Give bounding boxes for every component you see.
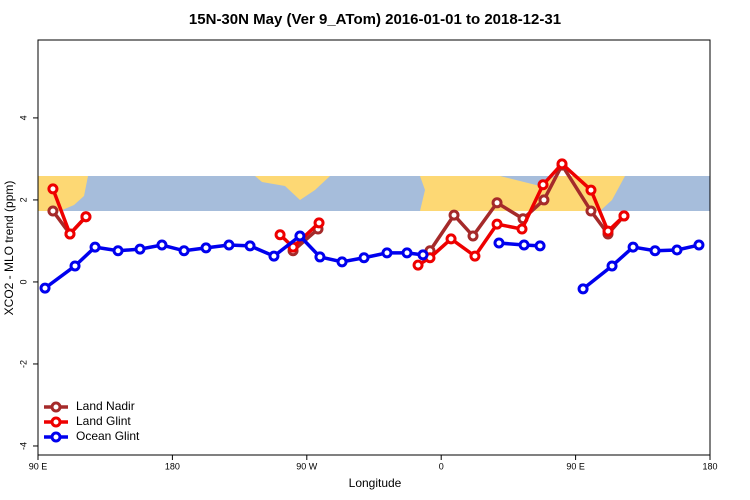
chart-title: 15N-30N May (Ver 9_ATom) 2016-01-01 to 2…	[189, 11, 561, 28]
data-point	[244, 240, 256, 252]
data-point	[401, 247, 413, 259]
x-tick-label: 90 W	[296, 461, 318, 471]
data-point	[693, 239, 705, 251]
data-point	[585, 205, 597, 217]
data-point	[274, 229, 286, 241]
data-point	[80, 211, 92, 223]
data-point	[537, 179, 549, 191]
data-point	[538, 194, 550, 206]
data-point	[491, 218, 503, 230]
legend-marker	[50, 431, 62, 443]
data-point	[381, 247, 393, 259]
data-point	[69, 260, 81, 272]
data-point	[112, 245, 124, 257]
map-strip	[38, 176, 710, 211]
data-point	[491, 197, 503, 209]
x-tick-label: 90 E	[29, 461, 48, 471]
data-point	[516, 223, 528, 235]
data-point	[585, 184, 597, 196]
data-point	[178, 245, 190, 257]
data-point	[47, 205, 59, 217]
data-point	[156, 239, 168, 251]
data-point	[412, 259, 424, 271]
data-point	[294, 230, 306, 242]
data-point	[223, 239, 235, 251]
data-point	[417, 249, 429, 261]
legend-marker	[50, 416, 62, 428]
data-point	[602, 225, 614, 237]
series-line	[43, 233, 700, 291]
x-tick-label: 180	[165, 461, 180, 471]
legend-marker	[50, 401, 62, 413]
data-point	[649, 245, 661, 257]
data-point	[577, 283, 589, 295]
data-point	[518, 239, 530, 251]
data-point	[200, 242, 212, 254]
data-point	[134, 243, 146, 255]
data-point	[47, 183, 59, 195]
y-tick-label: -2	[18, 360, 28, 368]
data-point	[493, 237, 505, 249]
data-point	[469, 250, 481, 262]
x-axis-label: Longitude	[349, 476, 402, 490]
data-point	[64, 228, 76, 240]
data-point	[445, 233, 457, 245]
data-point	[467, 230, 479, 242]
y-tick-label: -4	[18, 442, 28, 450]
legend-label: Land Glint	[76, 414, 131, 428]
legend-label: Land Nadir	[76, 399, 135, 413]
data-point	[314, 251, 326, 263]
data-point	[89, 241, 101, 253]
data-point	[627, 241, 639, 253]
data-point	[606, 260, 618, 272]
data-point	[671, 244, 683, 256]
y-tick-label: 0	[18, 279, 28, 284]
data-point	[313, 217, 325, 229]
plot-frame	[37, 39, 711, 456]
y-tick-label: 2	[18, 197, 28, 202]
data-point	[618, 210, 630, 222]
data-point	[39, 282, 51, 294]
data-point	[556, 158, 568, 170]
data-point	[448, 209, 460, 221]
legend-label: Ocean Glint	[76, 429, 140, 443]
x-tick-label: 180	[702, 461, 717, 471]
x-tick-label: 90 E	[566, 461, 585, 471]
data-point	[358, 252, 370, 264]
y-tick-label: 4	[18, 115, 28, 120]
data-point	[268, 250, 280, 262]
data-point	[534, 240, 546, 252]
y-axis-label: XCO2 - MLO trend (ppm)	[2, 181, 16, 316]
data-point	[336, 256, 348, 268]
x-tick-label: 0	[439, 461, 444, 471]
